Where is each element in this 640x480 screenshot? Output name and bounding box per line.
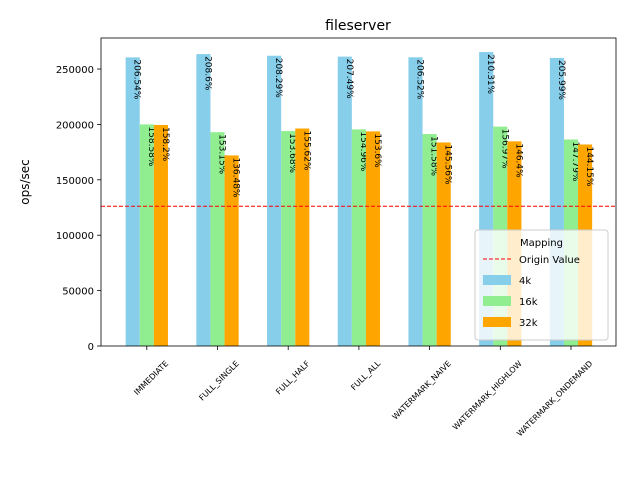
legend-16k-label: 16k bbox=[519, 297, 538, 308]
y-tick-label: 100000 bbox=[56, 231, 94, 242]
legend-box bbox=[474, 229, 609, 341]
bar-32k-full_single bbox=[224, 155, 239, 346]
bar-value-label: 151.58% bbox=[429, 136, 439, 176]
legend-4k-swatch bbox=[483, 275, 511, 285]
legend-origin-label: Origin Value bbox=[519, 255, 580, 266]
bar-16k-full_single bbox=[210, 132, 225, 346]
y-axis-label: ops/sec bbox=[18, 159, 32, 205]
bar-value-label: 153.15% bbox=[217, 134, 227, 174]
chart-title: fileserver bbox=[325, 18, 391, 34]
bar-value-label: 206.54% bbox=[132, 59, 142, 99]
bar-value-label: 207.49% bbox=[344, 59, 354, 99]
bar-value-label: 153.6% bbox=[372, 133, 382, 168]
bar-value-label: 156.97% bbox=[499, 129, 509, 169]
bar-value-label: 210.31% bbox=[485, 54, 495, 94]
bar-value-label: 205.99% bbox=[556, 60, 566, 100]
bar-16k-immediate bbox=[139, 124, 154, 346]
bar-value-label: 206.52% bbox=[415, 59, 425, 99]
bar-value-label: 155.62% bbox=[301, 131, 311, 171]
bar-4k-immediate bbox=[125, 57, 140, 346]
legend-32k-swatch bbox=[483, 317, 511, 327]
bar-32k-immediate bbox=[153, 124, 168, 346]
y-tick-label: 150000 bbox=[56, 176, 94, 187]
y-tick-label: 250000 bbox=[56, 65, 94, 76]
bar-4k-watermark_naive bbox=[408, 57, 423, 346]
legend-16k-swatch bbox=[483, 296, 511, 306]
legend-4k-label: 4k bbox=[519, 276, 531, 287]
bar-value-label: 145.56% bbox=[443, 144, 453, 184]
y-tick-label: 0 bbox=[88, 342, 94, 353]
bar-value-label: 158.2% bbox=[160, 127, 170, 162]
legend-32k-label: 32k bbox=[519, 318, 538, 329]
bar-value-label: 208.29% bbox=[273, 58, 283, 98]
bar-value-label: 153.68% bbox=[287, 133, 297, 173]
bar-value-label: 146.4% bbox=[513, 143, 523, 178]
y-tick-label: 50000 bbox=[62, 287, 94, 298]
bar-value-label: 154.96% bbox=[358, 131, 368, 171]
bar-32k-full_all bbox=[365, 131, 381, 346]
legend-title: Mapping bbox=[520, 238, 563, 249]
bar-16k-full_all bbox=[351, 129, 366, 346]
bar-16k-watermark_naive bbox=[422, 134, 437, 346]
bar-value-label: 158.58% bbox=[146, 126, 156, 166]
bar-4k-full_half bbox=[267, 55, 282, 346]
bar-16k-full_half bbox=[281, 131, 296, 346]
bar-32k-watermark_naive bbox=[436, 142, 451, 346]
bar-32k-full_half bbox=[295, 128, 310, 346]
bar-value-label: 144.15% bbox=[584, 146, 594, 186]
bar-4k-full_all bbox=[337, 56, 352, 347]
bar-4k-full_single bbox=[196, 54, 211, 346]
bar-value-label: 147.79% bbox=[570, 141, 580, 181]
bar-value-label: 208.6% bbox=[202, 56, 212, 91]
bar-value-label: 136.48% bbox=[231, 157, 241, 197]
y-tick-label: 200000 bbox=[56, 120, 94, 131]
